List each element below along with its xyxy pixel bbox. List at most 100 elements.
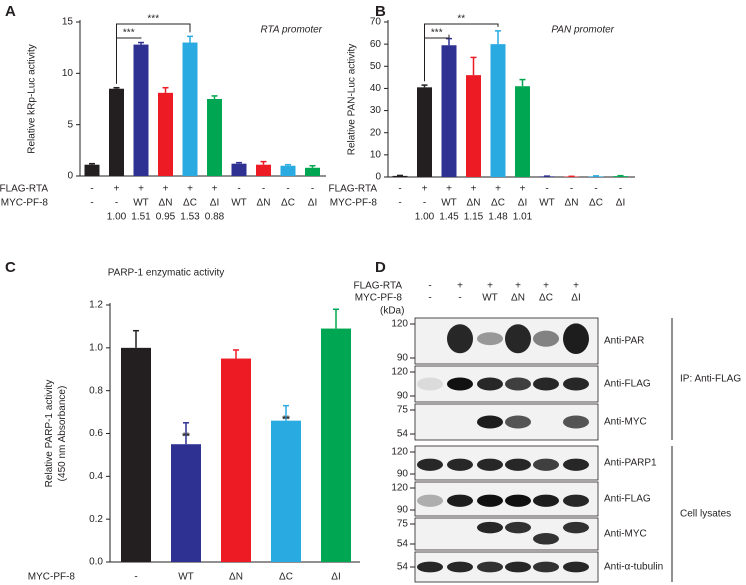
band xyxy=(563,458,589,471)
flag-rta-label: + xyxy=(187,184,193,195)
x-tick-label: WT xyxy=(441,198,457,209)
flag-rta-label: + xyxy=(163,184,169,195)
bar xyxy=(221,358,251,562)
band xyxy=(477,415,503,429)
x-tick-label: ΔN xyxy=(257,198,271,209)
fold-label: 1.00 xyxy=(107,212,127,223)
fold-label: 0.95 xyxy=(156,212,176,223)
myc-label: WT xyxy=(482,293,498,304)
band xyxy=(563,377,589,391)
flag-rta-label: + xyxy=(457,281,463,292)
y-tick-label: 5 xyxy=(67,119,73,130)
band xyxy=(533,377,559,391)
x-tick-label: WT xyxy=(178,572,194,583)
y-axis-label: Relative PAN-Luc activity xyxy=(347,44,358,156)
blot-label: Anti-MYC xyxy=(604,529,647,540)
flag-rta-label: - xyxy=(262,184,265,195)
row-label: FLAG-RTA xyxy=(328,184,377,195)
significance-bracket xyxy=(116,23,191,84)
panel-letter: A xyxy=(5,3,16,20)
x-tick-label: ΔN xyxy=(467,198,481,209)
annotation: RTA promoter xyxy=(261,25,323,36)
flag-rta-label: + xyxy=(515,281,521,292)
fold-label: 0.88 xyxy=(205,212,225,223)
band xyxy=(563,561,589,573)
flag-rta-label: - xyxy=(398,184,401,195)
marker-label: 90 xyxy=(397,391,409,402)
y-tick-label: 40 xyxy=(370,83,382,94)
x-tick-label: WT xyxy=(231,198,247,209)
x-tick-label: - xyxy=(398,198,401,209)
band xyxy=(533,330,559,347)
x-tick-label: ΔN xyxy=(565,198,579,209)
band xyxy=(563,415,589,429)
myc-label: ΔI xyxy=(571,293,580,304)
flag-rta-label: - xyxy=(570,184,573,195)
row-label: MYC-PF-8 xyxy=(28,572,76,583)
band xyxy=(505,561,531,573)
x-tick-label: ΔC xyxy=(281,198,295,209)
y-tick-label: 1.2 xyxy=(89,300,103,311)
significance: *** xyxy=(147,14,159,25)
x-tick-label: ΔC xyxy=(279,572,293,583)
marker-label: 90 xyxy=(397,469,409,480)
marker-label: 75 xyxy=(397,405,409,416)
blot-label: Anti-FLAG xyxy=(604,379,651,390)
y-tick-label: 0.8 xyxy=(89,385,103,396)
flag-rta-label: + xyxy=(114,184,120,195)
marker-label: 75 xyxy=(397,519,409,530)
bar xyxy=(171,444,201,562)
flag-rta-label: + xyxy=(446,184,452,195)
y-axis-label: Relative kRp-Luc activity xyxy=(27,44,38,153)
flag-rta-label: - xyxy=(545,184,548,195)
band xyxy=(447,377,473,391)
x-tick-label: - xyxy=(423,198,426,209)
row-label: FLAG-RTA xyxy=(353,281,402,292)
bar xyxy=(417,87,432,177)
panel-letter: B xyxy=(375,3,386,20)
band xyxy=(563,521,589,534)
y-tick-label: 60 xyxy=(370,39,382,50)
bar xyxy=(466,75,481,177)
marker-label: 120 xyxy=(391,367,408,378)
x-tick-label: WT xyxy=(539,198,555,209)
band xyxy=(505,415,531,429)
band xyxy=(417,561,443,573)
band xyxy=(533,458,559,471)
x-tick-label: ΔC xyxy=(183,198,197,209)
x-tick-label: ΔI xyxy=(616,198,625,209)
band xyxy=(563,494,589,507)
band xyxy=(533,494,559,507)
band xyxy=(447,561,473,573)
flag-rta-label: + xyxy=(573,281,579,292)
band xyxy=(563,323,589,354)
flag-rta-label: + xyxy=(495,184,501,195)
myc-label: - xyxy=(428,293,431,304)
bar xyxy=(271,420,301,562)
significance: *** xyxy=(123,28,135,39)
x-tick-label: ΔI xyxy=(210,198,219,209)
blot-label: Anti-α-tubulin xyxy=(604,562,663,573)
band xyxy=(477,521,503,534)
blot-label: Anti-PAR xyxy=(604,336,644,347)
x-tick-label: ΔN xyxy=(229,572,243,583)
x-tick-label: WT xyxy=(133,198,149,209)
chart-title: PARP-1 enzymatic activity xyxy=(108,268,225,279)
marker-label: 54 xyxy=(397,539,409,550)
marker-label: 120 xyxy=(391,447,408,458)
panel-letter: D xyxy=(375,259,386,276)
row-label: FLAG-RTA xyxy=(0,184,48,195)
blot-label: Anti-PARP1 xyxy=(604,458,657,469)
bar xyxy=(158,92,173,176)
row-label: MYC-PF-8 xyxy=(330,198,378,209)
significance: ** xyxy=(457,14,465,25)
band xyxy=(505,324,531,354)
flag-rta-label: + xyxy=(543,281,549,292)
x-tick-label: ΔI xyxy=(331,572,340,583)
fold-label: 1.53 xyxy=(180,212,200,223)
row-label: MYC-PF-8 xyxy=(355,293,403,304)
panel-letter: C xyxy=(5,259,16,276)
bar xyxy=(613,176,628,177)
band xyxy=(505,458,531,471)
